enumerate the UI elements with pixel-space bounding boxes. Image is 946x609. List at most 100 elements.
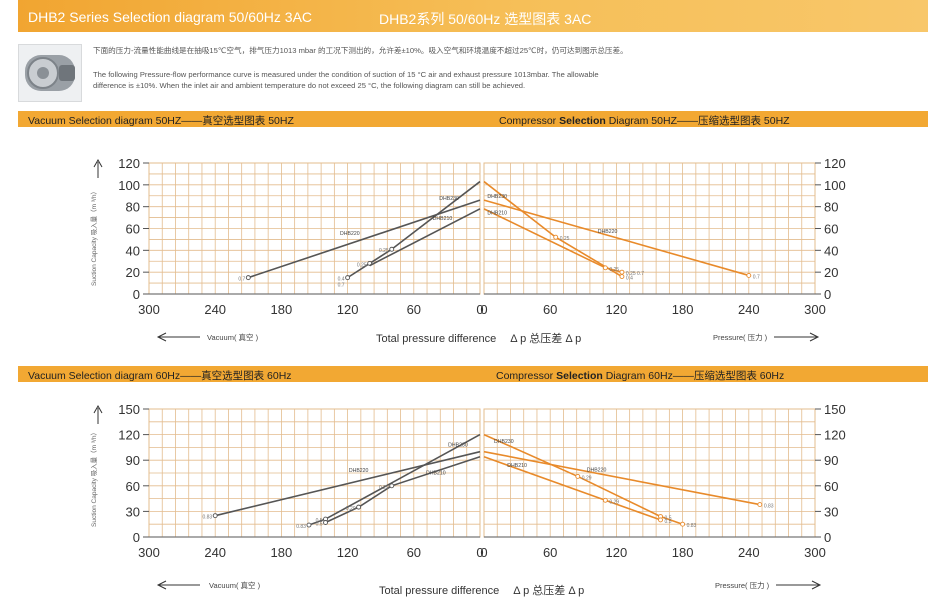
y-tick-label: 60 xyxy=(824,479,838,494)
x-axis-label-60hz: Total pressure difference Δ p 总压差 Δ p xyxy=(379,583,584,597)
series-line-DHB230 xyxy=(483,433,683,525)
x-tick-label: 180 xyxy=(672,545,694,560)
x-tick-label: 0 xyxy=(480,302,487,317)
data-label: 0.7 xyxy=(238,277,245,283)
series-line-DHB220 xyxy=(215,450,481,517)
series-line-DHB210 xyxy=(483,208,623,273)
vacuum-caption-60hz: Vacuum( 真空 ) xyxy=(209,580,261,590)
y-tick-label: 20 xyxy=(824,265,838,280)
y-tick-label: 120 xyxy=(118,156,140,171)
data-point xyxy=(306,522,312,528)
data-point xyxy=(658,517,663,523)
data-label: 0.29 xyxy=(346,506,356,512)
y-tick-label: 150 xyxy=(824,402,846,417)
x-tick-label: 0 xyxy=(476,302,483,317)
series-line-DHB210 xyxy=(325,456,481,524)
y-tick-label: 30 xyxy=(126,504,140,519)
x-tick-label: 120 xyxy=(606,302,628,317)
y-tick-label: 120 xyxy=(824,156,846,171)
y-tick-label: 100 xyxy=(824,178,846,193)
series-line-DHB220 xyxy=(483,199,750,277)
data-point xyxy=(389,483,395,489)
data-point xyxy=(746,272,752,278)
header-title-en: DHB2 Series Selection diagram 50/60Hz 3A… xyxy=(28,9,313,25)
x-tick-label: 180 xyxy=(271,545,293,560)
y-tick-label: 0 xyxy=(824,530,831,545)
y-tick-label: 90 xyxy=(824,453,838,468)
section-title-compressor-50hz: Compressor Selection Diagram 50HZ——压缩选型图… xyxy=(499,115,790,127)
chart-compressor-60hz: 0 30 60 90 120 150 0 60 120 180 240 300 0.29 0.5 0.83 D… xyxy=(480,402,845,560)
y-tick-label: 30 xyxy=(824,504,838,519)
data-point xyxy=(345,275,351,281)
right-arrow-icon xyxy=(776,580,822,590)
data-label: 0.83 xyxy=(687,523,697,529)
data-point xyxy=(212,513,218,519)
y-tick-label: 40 xyxy=(824,243,838,258)
y-tick-label: 60 xyxy=(126,479,140,494)
data-point xyxy=(757,502,763,508)
x-tick-label: 240 xyxy=(738,302,760,317)
y-tick-label: 100 xyxy=(118,178,140,193)
y-tick-label: 20 xyxy=(126,265,140,280)
series-line-DHB220 xyxy=(248,199,481,279)
intro-en-1: The following Pressure-flow performance … xyxy=(93,70,599,79)
data-label: 0.83 xyxy=(296,524,306,530)
series-tag-DHB210: DHB210 xyxy=(507,463,527,469)
data-label: 0.29 xyxy=(609,499,619,505)
series-tag-DHB210: DHB210 xyxy=(487,210,507,216)
pressure-caption-50hz: Pressure( 压力 ) xyxy=(713,332,768,342)
series-tag-DHB210: DHB210 xyxy=(433,216,453,222)
data-label: 0.25 xyxy=(609,267,619,273)
x-tick-label: 120 xyxy=(606,545,628,560)
pressure-caption-60hz: Pressure( 压力 ) xyxy=(715,580,770,590)
data-label: 0.5 xyxy=(665,519,672,525)
data-point xyxy=(356,504,362,510)
series-line-DHB210 xyxy=(369,208,481,267)
intro-cn: 下面的压力-流量性能曲线是在抽吸15℃空气，排气压力1013 mbar 的工况下… xyxy=(93,46,628,55)
blower-photo xyxy=(18,44,82,102)
y-tick-label: 40 xyxy=(126,243,140,258)
x-tick-label: 300 xyxy=(804,545,826,560)
x-tick-label: 240 xyxy=(738,545,760,560)
x-tick-label: 180 xyxy=(271,302,293,317)
y-tick-label: 80 xyxy=(126,200,140,215)
series-tag-DHB220: DHB220 xyxy=(349,468,369,474)
x-tick-label: 300 xyxy=(138,545,160,560)
y-axis-label-60hz: Suction Capacity 吸入量（m ³/h） xyxy=(90,429,98,527)
x-tick-label: 120 xyxy=(337,302,359,317)
x-tick-label: 120 xyxy=(337,545,359,560)
y-tick-label: 0 xyxy=(133,530,140,545)
x-tick-label: 60 xyxy=(543,302,557,317)
data-label: 0.83 xyxy=(202,515,212,521)
intro-en-2: difference is ±10%. When the inlet air a… xyxy=(93,81,526,90)
x-tick-label: 60 xyxy=(407,302,421,317)
blower-icon xyxy=(25,55,75,91)
x-tick-label: 60 xyxy=(543,545,557,560)
data-point xyxy=(323,520,328,525)
x-tick-label: 60 xyxy=(407,545,421,560)
data-label: 0.25 xyxy=(379,248,389,254)
chart-vacuum-50hz: 0 20 40 60 80 100 120 300 240 180 120 60 0 0.7 DHB220 0… xyxy=(118,156,483,317)
series-tag-DHB220: DHB220 xyxy=(587,467,607,473)
x-tick-label: 0 xyxy=(480,545,487,560)
y-tick-label: 120 xyxy=(824,428,846,443)
y-tick-label: 0 xyxy=(133,287,140,302)
data-label: 0.5 xyxy=(665,516,672,522)
data-point xyxy=(619,274,625,279)
series-line-DHB230 xyxy=(347,180,481,279)
x-tick-label: 240 xyxy=(204,302,226,317)
y-tick-label: 90 xyxy=(126,453,140,468)
data-point xyxy=(389,246,395,252)
series-tag-DHB220: DHB220 xyxy=(598,229,618,235)
x-tick-label: 240 xyxy=(204,545,226,560)
y-tick-label: 60 xyxy=(126,222,140,237)
section-bar-50hz: Vacuum Selection diagram 50HZ——真空选型图表 50… xyxy=(18,111,928,127)
y-tick-label: 80 xyxy=(824,200,838,215)
y-tick-label: 60 xyxy=(824,222,838,237)
section-bar-60hz: Vacuum Selection diagram 60Hz——真空选型图表 60… xyxy=(18,366,928,382)
section-title-vacuum-60hz: Vacuum Selection diagram 60Hz——真空选型图表 60… xyxy=(28,370,292,382)
x-axis-label-50hz: Total pressure difference Δ p 总压差 Δ p xyxy=(376,331,581,345)
data-point xyxy=(680,521,686,527)
data-label: 0.7 xyxy=(753,274,760,280)
series-tag-DHB230: DHB230 xyxy=(448,443,468,449)
